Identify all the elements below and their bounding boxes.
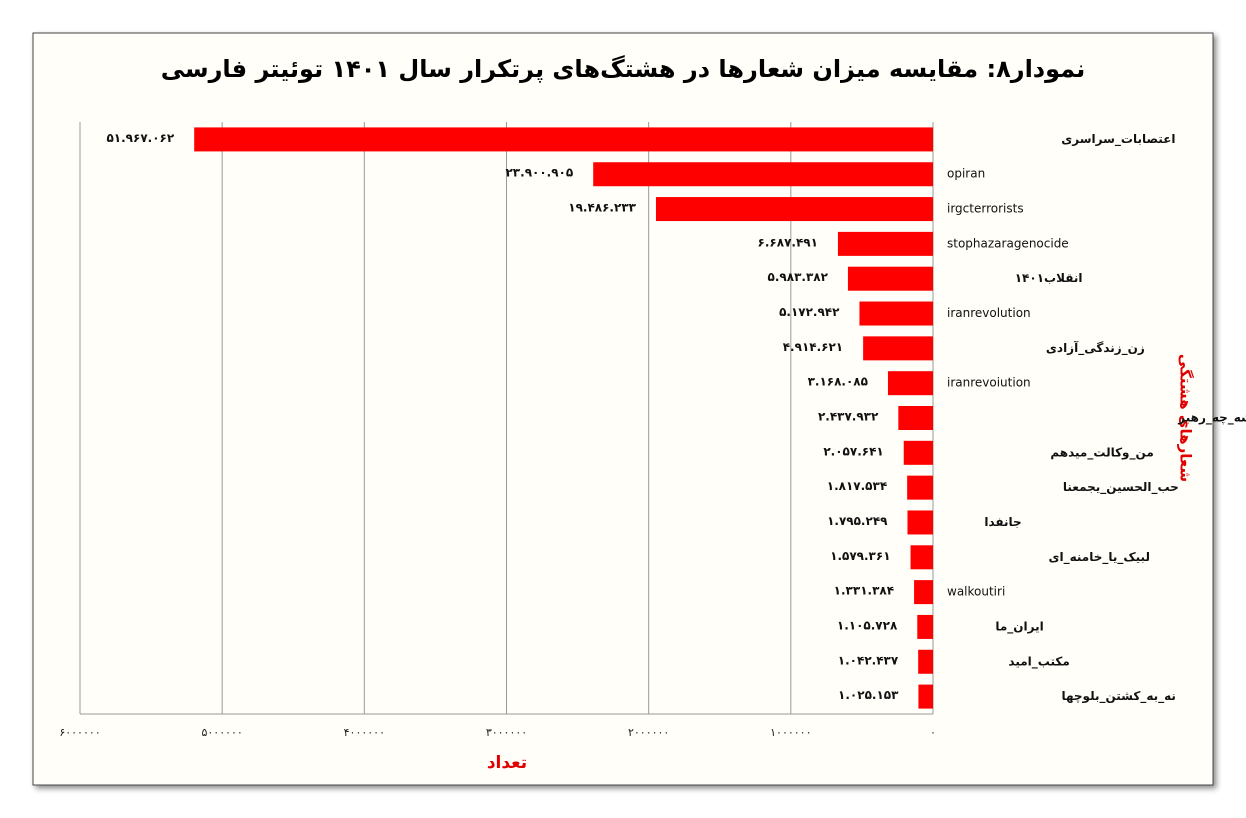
bar: [887, 371, 933, 396]
bar: [837, 231, 933, 256]
chart-frame: [32, 32, 1214, 786]
bar: [907, 510, 933, 535]
bar: [859, 301, 933, 326]
y-tick-label: جانفدا: [984, 515, 1021, 529]
data-label: ۶.۶۸۷.۴۹۱: [758, 235, 818, 249]
y-tick-label: حب_الحسین_یجمعنا: [1063, 480, 1179, 495]
data-label: ۱.۰۴۲.۴۳۷: [838, 653, 899, 667]
y-tick-label: stophazaragenocide: [947, 236, 1069, 250]
x-tick-label: ۲۰۰۰۰۰۰: [628, 726, 669, 739]
y-tick-label: opiran: [947, 167, 985, 181]
data-label: ۱.۷۹۵.۲۴۹: [827, 514, 888, 528]
data-label: ۲.۰۵۷.۶۴۱: [823, 444, 883, 458]
y-tick-label: نه_به_کشتن_بلوچها: [1061, 689, 1175, 704]
bar: [655, 197, 933, 222]
bar: [903, 440, 933, 465]
bar: [907, 475, 933, 500]
x-axis-label: تعداد: [487, 753, 527, 773]
y-tick-label: ایران_ما: [995, 619, 1043, 634]
data-label: ۱.۳۳۱.۳۸۴: [834, 584, 894, 598]
bar: [918, 649, 933, 674]
x-tick-label: ۶۰۰۰۰۰۰: [59, 726, 100, 739]
bar: [847, 266, 933, 291]
data-label: ۲۳.۹۰۰.۹۰۵: [505, 166, 573, 180]
bar: [194, 127, 933, 152]
bar: [593, 162, 933, 187]
x-tick-label: ۳۰۰۰۰۰۰: [486, 726, 527, 739]
bar: [918, 684, 933, 709]
data-label: ۱.۱۰۵.۷۲۸: [837, 618, 898, 632]
bar: [910, 545, 933, 570]
data-label: ۳.۱۶۸.۰۸۵: [808, 375, 868, 389]
bar: [863, 336, 933, 361]
y-tick-label: iranrevolution: [947, 306, 1031, 320]
x-tick-label: ۰: [930, 726, 936, 739]
x-tick-label: ۴۰۰۰۰۰۰: [344, 726, 385, 739]
bar: [917, 614, 933, 639]
data-label: ۱.۸۱۷.۵۳۴: [827, 479, 887, 493]
y-tick-label: زن_زندگی_آزادی: [1046, 340, 1145, 356]
data-label: ۲.۴۳۷.۹۳۲: [818, 410, 879, 424]
y-tick-label: irgcterrorists: [947, 202, 1024, 216]
x-tick-label: ۱۰۰۰۰۰۰: [770, 726, 811, 739]
y-tick-label: iranrevoiution: [947, 376, 1031, 390]
y-tick-label: مرگ_بر_ستمگر_چه_شاه_باشه_چه_رهبر: [1177, 410, 1246, 426]
y-tick-label: اعتصابات_سراسری: [1061, 132, 1175, 147]
data-label: ۵.۱۷۲.۹۴۲: [779, 305, 840, 319]
data-label: ۵.۹۸۳.۳۸۲: [768, 270, 829, 284]
y-axis-label: شعارهای هشتگی: [1177, 354, 1195, 482]
data-label: ۵۱.۹۶۷.۰۶۲: [106, 131, 174, 145]
y-tick-label: انقلاب۱۴۰۱: [1015, 271, 1083, 285]
y-tick-label: لبیک_یا_خامنه_ای: [1048, 550, 1149, 565]
chart-title: نمودار۸: مقایسه میزان شعارها در هشتگ‌های…: [161, 55, 1086, 83]
y-tick-label: من_وکالت_میدهم: [1050, 445, 1153, 460]
x-tick-label: ۵۰۰۰۰۰۰: [201, 726, 242, 739]
bar: [898, 406, 933, 430]
data-label: ۱۹.۴۸۶.۲۳۳: [568, 201, 636, 215]
data-label: ۱.۰۲۵.۱۵۳: [838, 688, 899, 702]
bar: [914, 580, 933, 605]
y-tick-label: walkoutiri: [947, 585, 1005, 599]
data-label: ۴.۹۱۴.۶۲۱: [783, 340, 843, 354]
data-label: ۱.۵۷۹.۳۶۱: [830, 549, 890, 563]
y-tick-label: مکتب_امید: [1008, 654, 1069, 669]
